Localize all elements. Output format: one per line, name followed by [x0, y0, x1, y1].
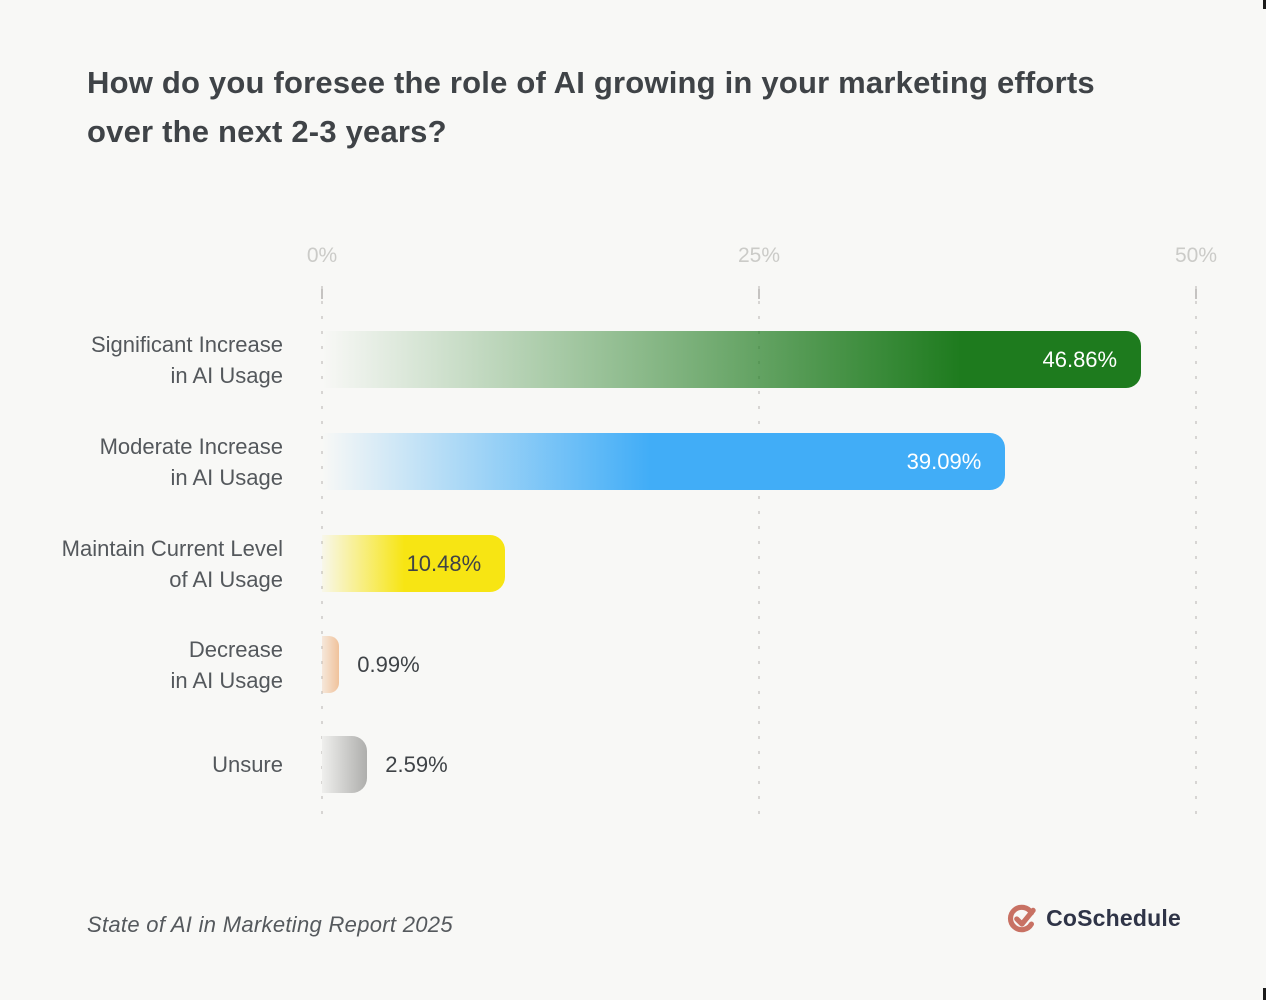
bar-significant-increase: 46.86% [322, 331, 1142, 388]
category-label-line1: Significant Increase [91, 331, 283, 357]
bar-row-maintain-current-level: Maintain Current Level of AI Usage 10.48… [0, 535, 1266, 592]
category-label: Decrease in AI Usage [0, 634, 283, 696]
chart-title: How do you foresee the role of AI growin… [87, 58, 1197, 156]
category-label-line1: Maintain Current Level [61, 535, 283, 561]
category-label-line1: Moderate Increase [99, 433, 283, 459]
bar-decrease [322, 636, 340, 693]
bar-row-significant-increase: Significant Increase in AI Usage 46.86% [0, 331, 1266, 388]
bar-track: 39.09% [322, 433, 1196, 490]
screen-edge-artifact [1263, 988, 1266, 1000]
source-note: State of AI in Marketing Report 2025 [87, 912, 453, 937]
bar-moderate-increase: 39.09% [322, 433, 1006, 490]
brand-logo: CoSchedule [1006, 903, 1181, 934]
category-label-line1: Decrease [188, 636, 283, 662]
category-label-line1: Unsure [212, 752, 283, 777]
bar-track: 0.99% [322, 636, 1196, 693]
category-label: Unsure [0, 749, 283, 780]
x-axis-tick-label-50: 50% [1174, 244, 1218, 267]
chart-title-line1: How do you foresee the role of AI growin… [87, 65, 1095, 100]
bar-row-moderate-increase: Moderate Increase in AI Usage 39.09% [0, 433, 1266, 490]
gridline-25 [758, 286, 760, 820]
category-label: Moderate Increase in AI Usage [0, 431, 283, 493]
value-label: 10.48% [406, 550, 482, 576]
category-label-line2: in AI Usage [170, 362, 283, 388]
plot-area: 0% 25% 50% [307, 236, 1217, 820]
category-label-line2: of AI Usage [169, 566, 283, 592]
chart-title-line2: over the next 2-3 years? [87, 114, 447, 149]
category-label: Significant Increase in AI Usage [0, 329, 283, 391]
bar-row-unsure: Unsure 2.59% [0, 736, 1266, 793]
x-axis-tick-label-25: 25% [737, 244, 781, 267]
bar-maintain-current-level: 10.48% [322, 535, 506, 592]
value-label: 39.09% [906, 448, 982, 474]
bar-unsure [322, 736, 368, 793]
category-label-line2: in AI Usage [170, 667, 283, 693]
bar-track: 46.86% [322, 331, 1196, 388]
value-label: 2.59% [385, 751, 448, 777]
value-label: 0.99% [357, 651, 420, 677]
screen-edge-artifact [1263, 0, 1266, 9]
brand-name: CoSchedule [1046, 905, 1181, 931]
coschedule-check-icon [1008, 904, 1036, 933]
bar-row-decrease: Decrease in AI Usage 0.99% [0, 636, 1266, 693]
category-label-line2: in AI Usage [170, 464, 283, 490]
value-label: 46.86% [1042, 346, 1118, 372]
category-label: Maintain Current Level of AI Usage [0, 533, 283, 595]
bar-track: 10.48% [322, 535, 1196, 592]
gridline-50 [1195, 286, 1197, 820]
x-axis-tick-label-0: 0% [306, 244, 338, 267]
bar-track: 2.59% [322, 736, 1196, 793]
